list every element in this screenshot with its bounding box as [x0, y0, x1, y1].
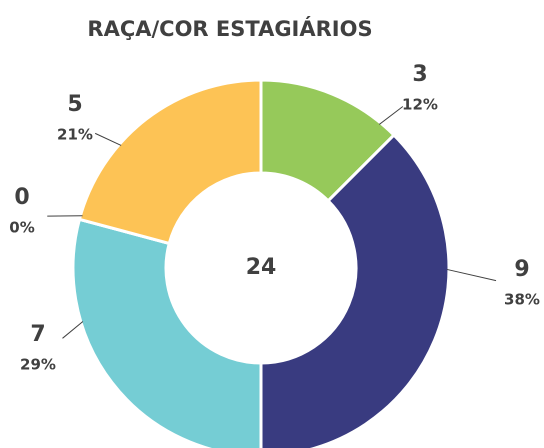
value-label: 7: [30, 322, 45, 347]
leader-line: [94, 132, 122, 146]
value-label: 3: [412, 62, 427, 87]
leader-line: [378, 106, 404, 125]
leader-line: [62, 321, 84, 339]
percent-label: 21%: [57, 126, 93, 144]
leader-line: [446, 268, 497, 282]
percent-label: 38%: [504, 291, 540, 309]
value-label: 0: [14, 185, 29, 210]
value-label: 9: [514, 257, 529, 282]
percent-label: 29%: [20, 356, 56, 374]
value-label: 5: [67, 92, 82, 117]
slice: [77, 78, 263, 246]
chart-title: RAÇA/COR ESTAGIÁRIOS: [87, 16, 372, 41]
percent-label: 12%: [402, 96, 438, 114]
slice: [71, 217, 263, 448]
slice: [259, 132, 451, 448]
total-label: 24: [246, 255, 277, 280]
percent-label: 0%: [9, 219, 34, 237]
